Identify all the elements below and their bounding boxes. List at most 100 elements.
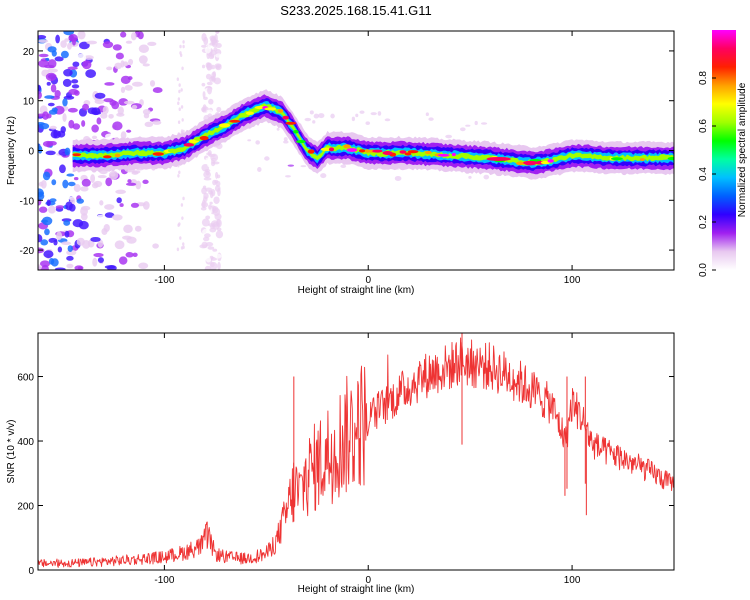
noise-blob [142, 108, 151, 115]
noise-blob [210, 64, 216, 70]
noise-blob [182, 129, 185, 134]
noise-blob [131, 81, 143, 87]
noise-blob [206, 62, 212, 71]
noise-blob [205, 157, 212, 162]
ridge-hotspot [285, 121, 297, 125]
noise-blob [177, 101, 180, 106]
colorbar-tick-label: 0.2 [698, 215, 709, 229]
ridge-hotspot [229, 119, 241, 123]
noise-blob [55, 205, 65, 209]
noise-blob [104, 82, 115, 86]
noise-blob [93, 252, 104, 258]
noise-blob [202, 104, 207, 112]
ridge-hotspot [137, 152, 149, 157]
ridge-hotspot [307, 149, 315, 154]
snr-frame [37, 332, 675, 571]
noise-blob [128, 58, 134, 66]
noise-blob [205, 215, 211, 220]
spectrogram-x-axis-label: Height of straight line (km) [298, 285, 415, 296]
noise-blob [206, 152, 212, 156]
ridge-hotspot [572, 153, 580, 158]
noise-blob [38, 91, 42, 99]
noise-blob [120, 86, 126, 94]
noise-blob [210, 153, 219, 162]
noise-blob [283, 137, 288, 142]
ridge-hotspot [425, 150, 432, 155]
ridge-hotspot [404, 152, 412, 156]
noise-blob [41, 216, 53, 226]
spectrogram-y-axis-label: Frequency (Hz) [6, 116, 17, 185]
noise-blob [204, 265, 212, 270]
noise-blob [214, 179, 219, 184]
noise-blob [394, 175, 402, 181]
noise-blob [72, 61, 80, 68]
noise-blob [46, 199, 51, 207]
noise-blob [124, 85, 133, 91]
noise-blob [257, 166, 262, 172]
noise-blob [215, 31, 220, 34]
noise-blob [85, 69, 97, 78]
ridge-hotspot [458, 153, 470, 157]
noise-blob [115, 52, 124, 60]
noise-blob [304, 117, 312, 122]
noise-blob [300, 165, 307, 168]
noise-blob [216, 218, 221, 227]
noise-blob [67, 245, 73, 252]
noise-blob [93, 180, 103, 188]
noise-blob [120, 131, 127, 140]
ridge-hotspot [343, 144, 351, 149]
noise-blob [130, 32, 137, 41]
noise-blob [123, 100, 135, 105]
noise-blob [370, 112, 377, 116]
ridge-hotspot [486, 156, 511, 161]
noise-blob [103, 224, 110, 233]
noise-blob [355, 113, 359, 118]
ridge-hotspot [523, 160, 538, 165]
noise-blob [126, 236, 137, 244]
noise-blob [51, 50, 57, 57]
noise-blob [123, 224, 133, 234]
noise-blob [206, 81, 213, 86]
ridge-hotspot [277, 108, 284, 113]
noise-blob [480, 122, 488, 125]
snr-y-tick-label: 400 [17, 437, 34, 448]
noise-blob [142, 63, 150, 67]
ridge-hotspot [264, 107, 277, 111]
noise-blob [38, 206, 48, 213]
noise-blob [176, 77, 180, 82]
noise-blob [82, 103, 90, 111]
noise-blob [53, 129, 58, 139]
noise-blob [104, 265, 116, 269]
spectrogram-x-tick-label: -100 [154, 275, 174, 286]
noise-blob [178, 170, 181, 175]
noise-blob [208, 98, 214, 105]
noise-blob [359, 110, 365, 114]
noise-blob [40, 239, 49, 246]
noise-blob [104, 204, 115, 210]
noise-blob [182, 40, 185, 44]
colorbar-tick-label: 0.6 [698, 119, 709, 133]
noise-blob [92, 257, 98, 267]
noise-blob [115, 189, 127, 194]
noise-blob [39, 260, 51, 268]
colorbar-ticks: 0.0 0.2 0.4 0.6 0.8 [698, 71, 716, 277]
noise-blob [44, 228, 50, 236]
noise-blob [96, 117, 102, 125]
ridge-hotspot [183, 143, 195, 147]
noise-blob [178, 89, 181, 94]
noise-blob [276, 127, 280, 131]
noise-blob [208, 204, 212, 210]
noise-blob [127, 76, 133, 81]
noise-blob [103, 98, 114, 103]
noise-blob [97, 174, 107, 179]
noise-blob [112, 214, 123, 221]
ridge-hotspot [634, 155, 641, 160]
noise-blob [66, 263, 74, 269]
noise-blob [181, 66, 184, 71]
noise-blob [203, 36, 209, 46]
ridge-hotspot [218, 123, 231, 128]
ridge-hotspot [382, 150, 393, 155]
noise-blob [54, 56, 64, 62]
noise-blob [106, 126, 113, 133]
